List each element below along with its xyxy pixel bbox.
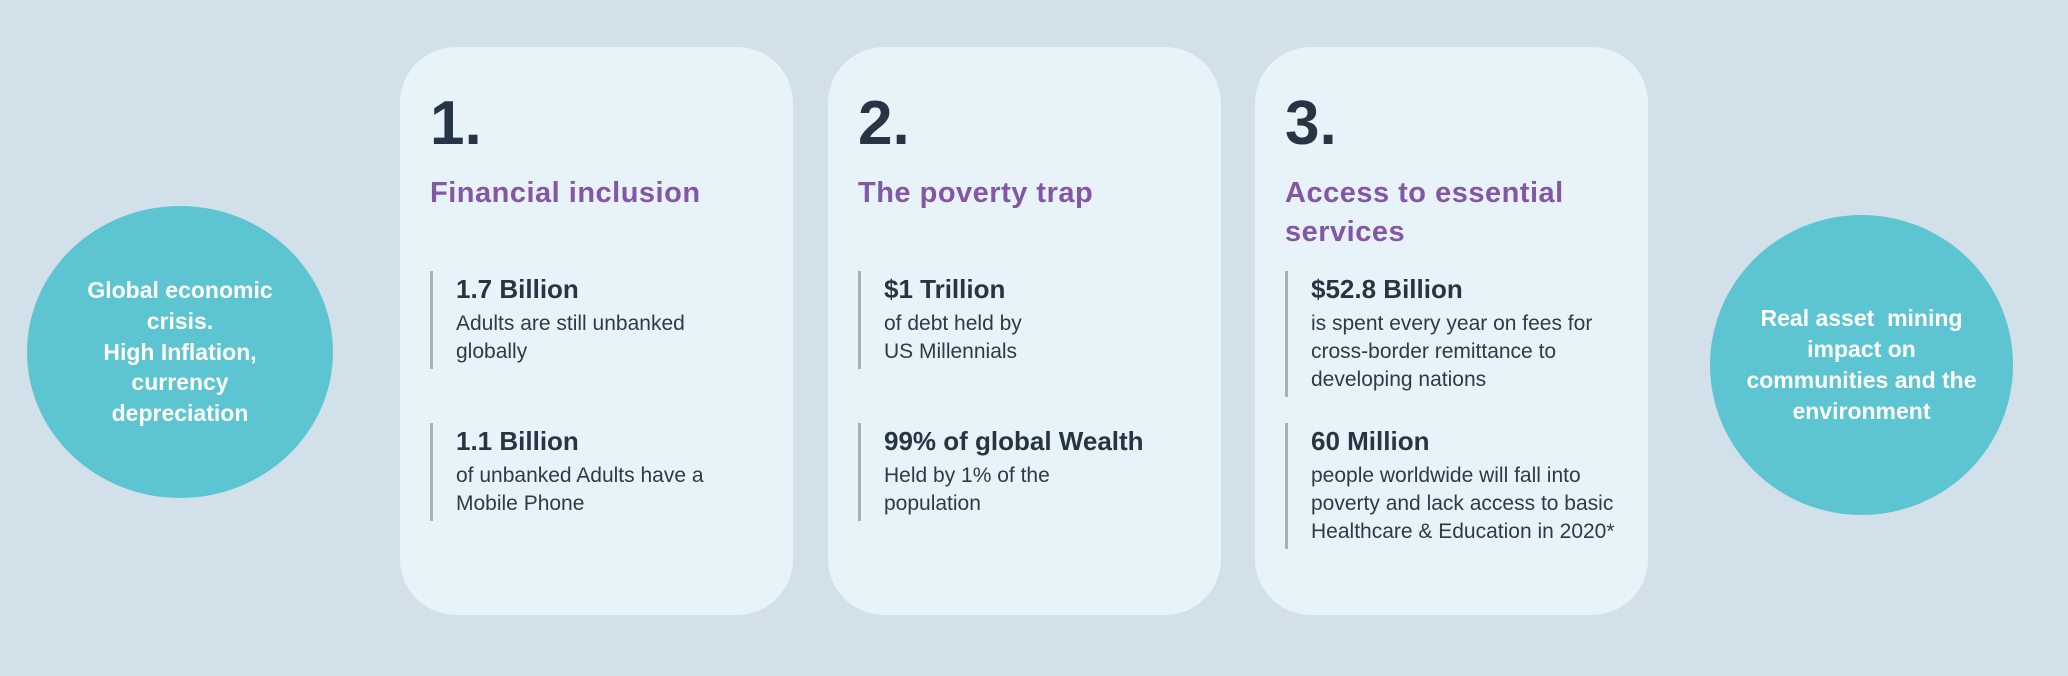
stat-item: 1.7 Billion Adults are still unbanked gl… (430, 271, 760, 370)
stat-description: of debt held by US Millennials (884, 312, 1022, 364)
stat-description: of unbanked Adults have a Mobile Phone (456, 464, 704, 516)
stat-item: 99% of global Wealth Held by 1% of the p… (858, 423, 1188, 522)
card-poverty-trap: 2. The poverty trap $1 Trillion of debt … (828, 47, 1221, 615)
stat-value: 1.7 Billion (456, 274, 579, 304)
stat-description: Adults are still unbanked globally (456, 312, 685, 364)
stat-item: 1.1 Billion of unbanked Adults have a Mo… (430, 423, 760, 522)
card-access-essential-services: 3. Access to essential services $52.8 Bi… (1255, 47, 1648, 615)
stat-value: $52.8 Billion (1311, 274, 1463, 304)
stat-description: people worldwide will fall into poverty … (1311, 464, 1615, 544)
card-title: The poverty trap (858, 177, 1094, 209)
card-title: Financial inclusion (430, 177, 701, 209)
stat-item: $1 Trillion of debt held by US Millennia… (858, 271, 1188, 370)
stat-value: 99% of global Wealth (884, 426, 1144, 456)
stat-value: 1.1 Billion (456, 426, 579, 456)
left-circle-text: Global economic crisis. High Inflation, … (87, 276, 273, 427)
right-context-circle: Real asset mining impact on communities … (1710, 215, 2013, 515)
card-number: 3. (1285, 89, 1337, 158)
stat-value: $1 Trillion (884, 274, 1006, 304)
card-financial-inclusion: 1. Financial inclusion 1.7 Billion Adult… (400, 47, 793, 615)
stat-value: 60 Million (1311, 426, 1430, 456)
stat-description: is spent every year on fees for cross-bo… (1311, 312, 1593, 392)
card-title: Access to essential services (1285, 177, 1564, 249)
left-context-circle: Global economic crisis. High Inflation, … (27, 206, 333, 498)
card-number: 2. (858, 89, 910, 158)
card-number: 1. (430, 89, 482, 158)
stat-item: $52.8 Billion is spent every year on fee… (1285, 271, 1615, 397)
stat-description: Held by 1% of the population (884, 464, 1050, 516)
right-circle-text: Real asset mining impact on communities … (1746, 305, 1977, 424)
stat-item: 60 Million people worldwide will fall in… (1285, 423, 1615, 549)
